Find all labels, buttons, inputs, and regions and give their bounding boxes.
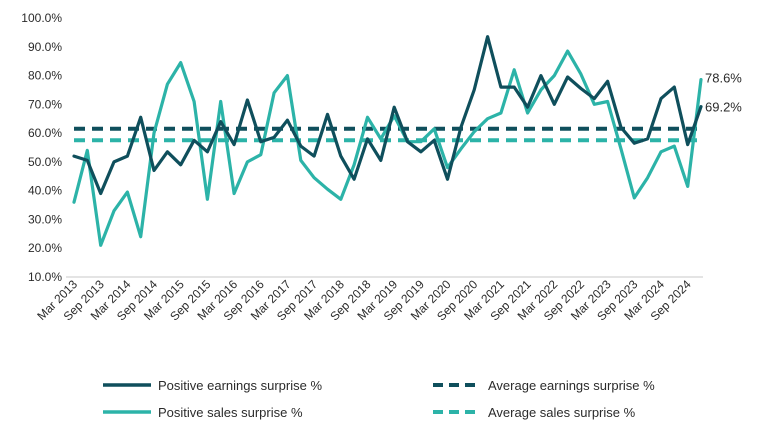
end-value-label: 69.2% (705, 100, 742, 115)
y-tick-label: 50.0% (28, 155, 62, 169)
y-tick-label: 90.0% (28, 40, 62, 54)
axes: 10.0% 20.0% 30.0% 40.0% 50.0% 60.0% 70.0% 80.0%… (21, 11, 703, 323)
legend-label: Positive earnings surprise % (158, 378, 322, 393)
y-tick-label: 70.0% (28, 97, 62, 111)
series-line-0 (72, 35, 703, 196)
y-tick-label: 10.0% (28, 270, 62, 284)
y-tick-label: 30.0% (28, 212, 62, 226)
end-labels: 78.6% 69.2% (705, 71, 742, 115)
legend: Positive earnings surprise % Average earn… (103, 378, 655, 420)
y-tick-label: 80.0% (28, 69, 62, 83)
legend-label: Average sales surprise % (488, 405, 636, 420)
y-tick-label: 20.0% (28, 241, 62, 255)
end-value-label: 78.6% (705, 71, 742, 86)
legend-label: Average earnings surprise % (488, 378, 655, 393)
legend-label: Positive sales surprise % (158, 405, 303, 420)
y-tick-label: 60.0% (28, 126, 62, 140)
y-tick-label: 40.0% (28, 184, 62, 198)
y-tick-label: 100.0% (21, 11, 62, 25)
series-lines (72, 35, 703, 247)
